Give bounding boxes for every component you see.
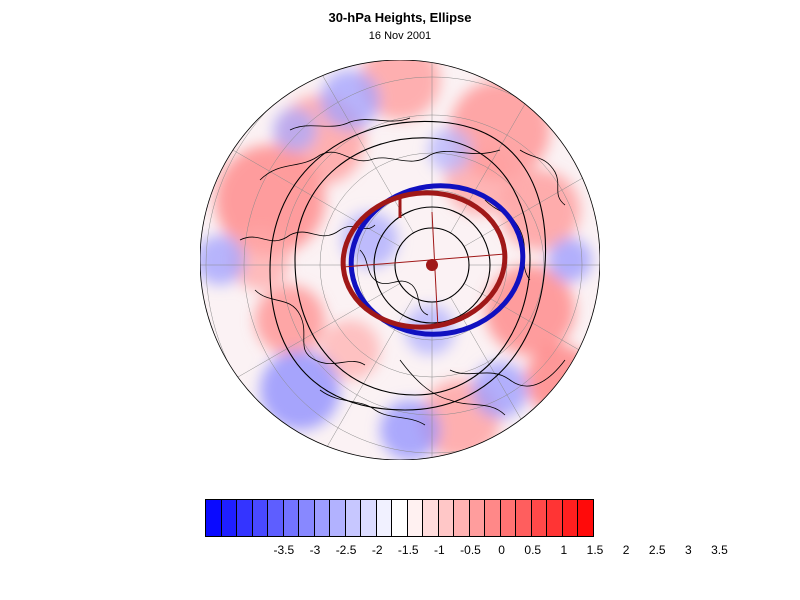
colorbar-tick-label: 0.5 xyxy=(524,543,542,557)
colorbar-tick-label: -3 xyxy=(309,543,321,557)
colorbar-tick-label: -2.5 xyxy=(335,543,357,557)
colorbar-box xyxy=(299,500,315,536)
anomaly-blob xyxy=(255,285,325,355)
colorbar-box xyxy=(376,500,393,536)
ellipse-overlays xyxy=(340,183,526,337)
colorbar-tick-label: -2 xyxy=(371,543,383,557)
ellipse-red xyxy=(340,190,508,330)
anomaly-blob xyxy=(320,70,380,130)
colorbar-tick-label: 1.5 xyxy=(586,543,604,557)
colorbar-tick-label: -3.5 xyxy=(273,543,295,557)
colorbar-labels: -3.5 -3 -2.5 -2 -1.5 -1 -0.5 0 0.5 1 1.5 2 2.5 3 3.5 xyxy=(205,543,727,559)
anomaly-blob xyxy=(485,265,575,355)
colorbar-tick-label: -1.5 xyxy=(397,543,419,557)
colorbar-box xyxy=(438,500,455,536)
colorbar-box xyxy=(562,500,579,536)
colorbar-box xyxy=(330,500,346,536)
colorbar-box xyxy=(469,500,486,536)
colorbar-tick-label: 3 xyxy=(685,543,692,557)
colorbar-box xyxy=(407,500,424,536)
colorbar-box xyxy=(361,500,377,536)
colorbar-tick-label: 2.5 xyxy=(648,543,666,557)
colorbar-box xyxy=(578,500,593,536)
colorbar-box xyxy=(485,500,501,536)
colorbar-tick-label: -1 xyxy=(434,543,445,557)
colorbar-box xyxy=(500,500,517,536)
polar-map xyxy=(200,60,600,460)
anomaly-blob xyxy=(472,362,528,418)
anomaly-blob xyxy=(273,108,317,152)
colorbar-tick-label: -0.5 xyxy=(460,543,481,557)
meridian-line xyxy=(271,60,414,234)
colorbar-boxes xyxy=(205,499,594,537)
map-date: 16 Nov 2001 xyxy=(368,30,432,42)
meridian-line xyxy=(200,283,401,426)
colorbar-box xyxy=(283,500,300,536)
anomaly-blob xyxy=(200,235,245,285)
colorbar-box xyxy=(314,500,331,536)
colorbar-tick-label: 2 xyxy=(622,543,630,557)
ellipse-blue xyxy=(348,183,526,337)
anomaly-blob xyxy=(548,238,592,282)
colorbar-tick-label: 1 xyxy=(560,543,568,557)
colorbar-box xyxy=(547,500,563,536)
ellipse-center xyxy=(426,259,438,271)
coastlines xyxy=(239,117,566,426)
colorbar-tick-label: 0 xyxy=(498,543,505,557)
colorbar-box xyxy=(206,500,222,536)
colorbar-box xyxy=(392,500,408,536)
colorbar-box xyxy=(345,500,362,536)
colorbar-box xyxy=(423,500,439,536)
colorbar-box xyxy=(531,500,548,536)
anomaly-blob xyxy=(405,305,455,355)
colorbar-box xyxy=(268,500,284,536)
colorbar-box xyxy=(237,500,253,536)
anomaly-blob xyxy=(260,350,340,430)
ellipse-major-axis xyxy=(342,253,506,268)
colorbar-tick-label: 3.5 xyxy=(711,543,728,557)
anomaly-blob xyxy=(428,128,472,172)
colorbar-box xyxy=(252,500,269,536)
meridian-line xyxy=(271,296,414,460)
map-title: 30-hPa Heights, Ellipse xyxy=(328,10,472,25)
colorbar-box xyxy=(516,500,532,536)
colorbar-box xyxy=(454,500,470,536)
colorbar xyxy=(205,499,594,537)
colorbar-box xyxy=(221,500,238,536)
